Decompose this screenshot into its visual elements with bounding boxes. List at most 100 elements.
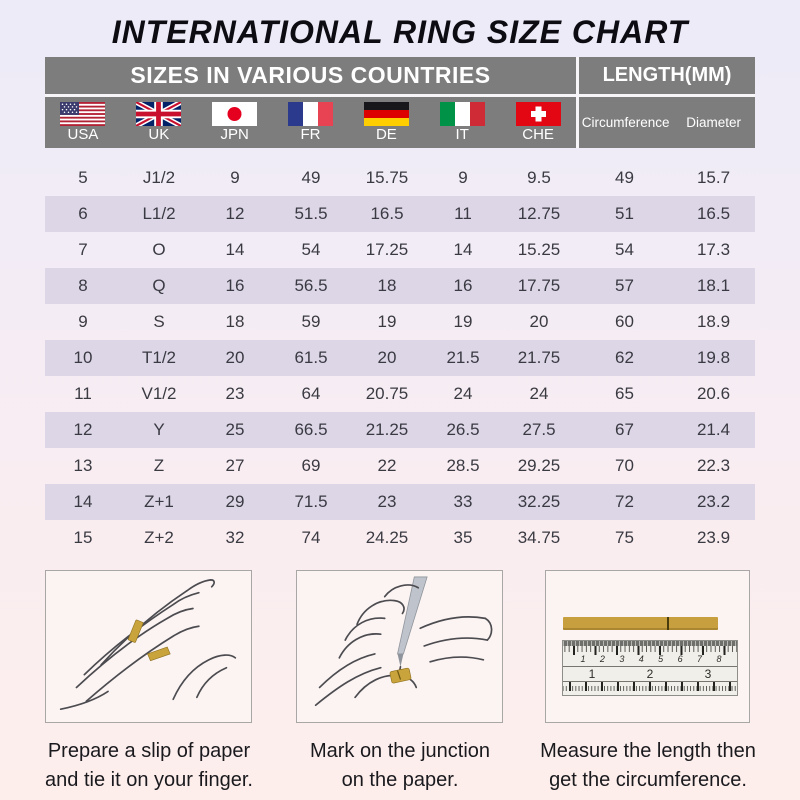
table-cell: J1/2 (142, 168, 176, 187)
table-cell: 67 (615, 420, 634, 439)
table-cell: 54 (615, 240, 634, 259)
table-cell: 24 (453, 384, 473, 403)
table-cell: 56.5 (294, 276, 328, 295)
ruler-number: 2 (646, 667, 654, 681)
table-cell: 17.25 (365, 240, 409, 259)
table-cell: 16 (225, 276, 245, 295)
switzerland-flag-icon (515, 102, 561, 126)
table-row: 7 O 14 54 17.25 14 15.25 54 17.3 (45, 232, 755, 268)
table-cell: Z (153, 456, 165, 475)
table-cell: 29.25 (517, 456, 561, 475)
table-cell: 23 (377, 492, 397, 511)
table-cell: 11 (74, 384, 92, 403)
table-cell: 74 (301, 528, 321, 547)
ruler-number: 4 (638, 654, 644, 664)
size-table-body: 5 J1/2 9 49 15.75 9 9.5 49 15.7 6 L1/2 12 51.5 16.5 11… (45, 160, 755, 556)
table-cell: 7 (78, 240, 88, 259)
table-cell: 14 (73, 492, 93, 511)
ruler-top-scale: 1 2 3 4 5 6 7 8 (563, 655, 737, 664)
table-cell: S (153, 312, 165, 331)
table-header-band: SIZES IN VARIOUS COUNTRIES LENGTH(MM) (45, 57, 755, 97)
column-header-circumference: Circumference (581, 115, 670, 130)
table-cell: 15 (73, 528, 93, 547)
table-cell: 20.75 (365, 384, 409, 403)
column-header-diameter: Diameter (686, 115, 741, 130)
table-cell: 12 (225, 204, 245, 223)
ruler-number: 1 (588, 667, 596, 681)
table-cell: 20 (529, 312, 549, 331)
table-cell: 19.8 (696, 348, 731, 367)
column-label-fr: FR (300, 126, 321, 143)
table-cell: 21.75 (517, 348, 561, 367)
france-flag-icon (288, 102, 333, 126)
flag-header-band: USA UK (45, 97, 755, 148)
column-header-jpn: JPN (197, 97, 273, 148)
length-subheaders: Circumference Diameter (579, 97, 755, 148)
table-cell: L1/2 (142, 204, 176, 223)
table-cell: 32 (225, 528, 245, 547)
table-cell: O (152, 240, 166, 259)
table-row: 9 S 18 59 19 19 20 60 18.9 (45, 304, 755, 340)
table-cell: 71.5 (294, 492, 328, 511)
table-cell: Y (153, 420, 165, 439)
step-1-caption-line-1: Prepare a slip of paper (47, 740, 251, 762)
uk-flag-icon (136, 102, 182, 126)
table-cell: V1/2 (141, 384, 177, 403)
ruler-number: 8 (716, 654, 722, 664)
ring-size-table: SIZES IN VARIOUS COUNTRIES LENGTH(MM) (45, 57, 755, 556)
size-table-grid: 5 J1/2 9 49 15.75 9 9.5 49 15.7 6 L1/2 12 51.5 16.5 11… (45, 160, 755, 556)
table-cell: 16 (453, 276, 473, 295)
step-1-caption: Prepare a slip of paper and tie it on yo… (20, 737, 278, 795)
table-row: 8 Q 16 56.5 18 16 17.75 57 18.1 (45, 268, 755, 304)
ruler-top-ticks (563, 646, 737, 655)
column-label-che: CHE (522, 126, 554, 143)
junction-mark (667, 617, 669, 630)
table-row: 11 V1/2 23 64 20.75 24 24 65 20.6 (45, 376, 755, 412)
table-cell: 51 (615, 204, 634, 223)
table-row: 12 Y 25 66.5 21.25 26.5 27.5 67 21.4 (45, 412, 755, 448)
table-cell: 15.25 (517, 240, 561, 259)
table-cell: 19 (377, 312, 397, 331)
table-cell: 17.3 (696, 240, 731, 259)
table-cell: 64 (301, 384, 321, 403)
table-cell: Z+1 (144, 492, 174, 511)
header-sizes-in-various-countries: SIZES IN VARIOUS COUNTRIES (45, 57, 579, 94)
step-3-caption: Measure the length then get the circumfe… (526, 737, 770, 795)
table-cell: 15.7 (696, 168, 731, 187)
table-cell: 66.5 (294, 420, 328, 439)
table-cell: 9 (78, 312, 88, 331)
table-cell: 24.25 (365, 528, 409, 547)
table-cell: 72 (615, 492, 634, 511)
table-cell: 57 (615, 276, 634, 295)
table-cell: 49 (615, 168, 634, 187)
table-cell: Z+2 (144, 528, 174, 547)
table-row: 10 T1/2 20 61.5 20 21.5 21.75 62 19.8 (45, 340, 755, 376)
table-cell: 26.5 (446, 420, 480, 439)
usa-flag-icon (60, 102, 106, 126)
country-flags-row: USA UK (45, 97, 579, 148)
column-header-de: DE (348, 97, 424, 148)
table-cell: 21.25 (365, 420, 409, 439)
table-cell: 16.5 (370, 204, 404, 223)
table-cell: 32.25 (517, 492, 561, 511)
illustration-hand-with-paper-strip (45, 570, 252, 723)
table-cell: 24 (529, 384, 549, 403)
table-cell: 59 (301, 312, 321, 331)
table-cell: 10 (73, 348, 93, 367)
table-row: 6 L1/2 12 51.5 16.5 11 12.75 51 16.5 (45, 196, 755, 232)
column-header-fr: FR (273, 97, 349, 148)
ruler-number: 3 (704, 667, 712, 681)
table-cell: 23.9 (696, 528, 731, 547)
table-cell: 23.2 (696, 492, 731, 511)
table-cell: 6 (78, 204, 88, 223)
column-label-de: DE (375, 126, 397, 143)
table-cell: 60 (615, 312, 634, 331)
step-3-caption-line-2: get the circumference. (549, 769, 747, 791)
table-cell: 8 (78, 276, 88, 295)
japan-flag-icon (212, 102, 258, 126)
column-header-uk: UK (121, 97, 197, 148)
table-cell: 23 (225, 384, 245, 403)
table-cell: 17.75 (517, 276, 561, 295)
